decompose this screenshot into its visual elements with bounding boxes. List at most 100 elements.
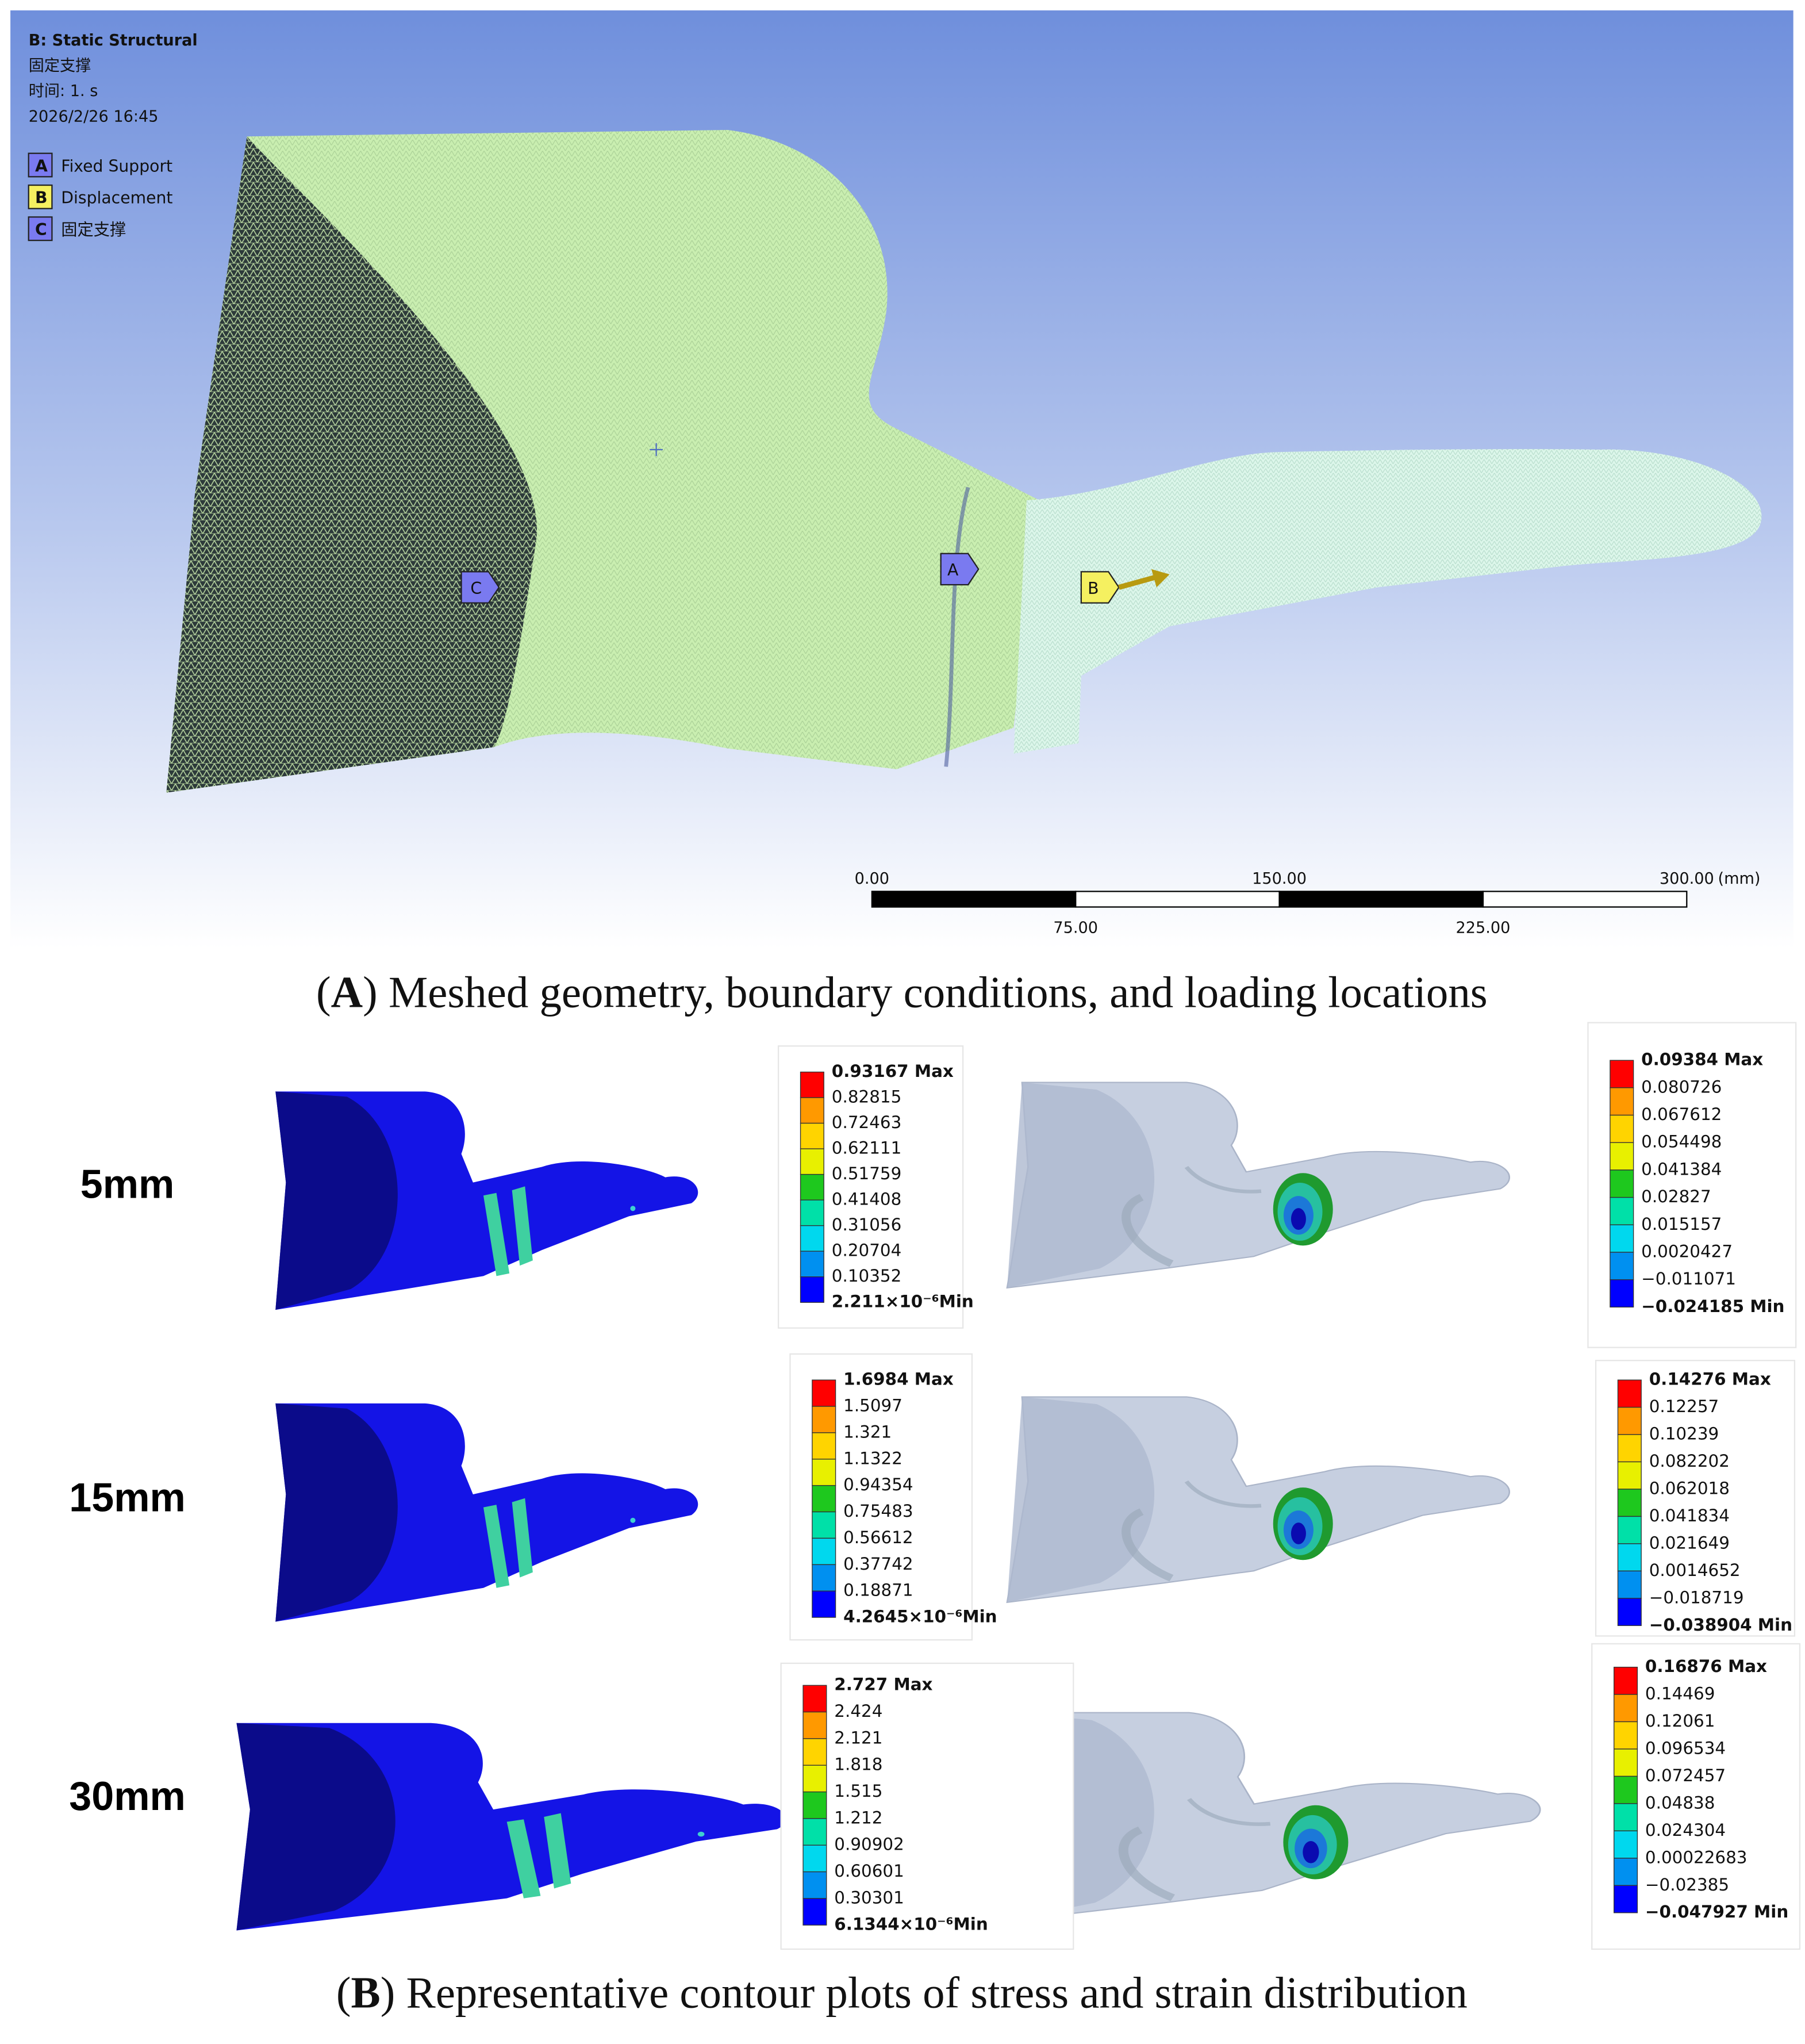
- legend-band: [800, 1097, 824, 1124]
- legend-value: 0.37742: [843, 1554, 913, 1574]
- legend-band: [800, 1251, 824, 1278]
- legend-band: [1617, 1570, 1642, 1599]
- scale-label: 0.00: [855, 870, 889, 888]
- legend-label: Displacement: [61, 189, 172, 208]
- legend-value: 0.054498: [1641, 1132, 1722, 1152]
- origin: [650, 443, 663, 457]
- legend-value: 0.04838: [1645, 1793, 1715, 1812]
- legend-band: [1610, 1169, 1634, 1198]
- legend-value: 0.072457: [1645, 1766, 1726, 1785]
- legend-band: [812, 1485, 836, 1513]
- legend-band: [1610, 1197, 1634, 1225]
- legend-value: 2.121: [834, 1728, 882, 1747]
- legend-value: −0.018719: [1649, 1587, 1744, 1607]
- legend-band: [1610, 1142, 1634, 1171]
- legend-value: 0.096534: [1645, 1738, 1726, 1758]
- legend-value: 1.818: [834, 1755, 882, 1774]
- row-label: 5mm: [80, 1162, 175, 1207]
- legend-band: [1614, 1775, 1638, 1804]
- legend-band: [800, 1174, 824, 1201]
- legend-band: [812, 1379, 836, 1407]
- legend-value: 0.024304: [1645, 1820, 1726, 1840]
- legend-band: [802, 1898, 827, 1926]
- legend-band: [800, 1225, 824, 1252]
- marker-shape: [1080, 571, 1120, 604]
- marker-shape: [940, 553, 980, 586]
- load-arrow: [1118, 574, 1158, 590]
- caption-part: A: [331, 968, 363, 1017]
- legend-label: Fixed Support: [61, 156, 172, 175]
- legend-band: [800, 1148, 824, 1175]
- legend-band: [1610, 1060, 1634, 1088]
- legend-band: [802, 1685, 827, 1713]
- legend-value: 1.5097: [843, 1396, 903, 1416]
- caption: (B) Representative contour plots of stre…: [336, 1969, 1468, 2018]
- legend-value: 0.41408: [832, 1190, 902, 1209]
- caption-part: (: [336, 1969, 351, 2018]
- legend-band: [802, 1711, 827, 1739]
- legend-value: 0.021649: [1649, 1533, 1730, 1552]
- legend-value: 0.56612: [843, 1528, 913, 1547]
- scale-segment: [1482, 891, 1688, 908]
- legend-value: 0.12061: [1645, 1711, 1715, 1731]
- legend-value: 0.12257: [1649, 1397, 1719, 1416]
- legend-value: 0.09384 Max: [1641, 1050, 1763, 1069]
- caption-part: B: [351, 1969, 380, 2018]
- marker-c: C: [460, 571, 500, 604]
- scale-segment: [871, 891, 1077, 908]
- stress-contour: [275, 1091, 698, 1310]
- caption-part: (: [316, 968, 331, 1017]
- scale-label: 150.00: [1252, 870, 1307, 888]
- legend-value: 0.60601: [834, 1861, 904, 1881]
- legend-band: [1614, 1694, 1638, 1723]
- legend-value: 0.82815: [832, 1087, 902, 1107]
- stress-contour: [275, 1403, 698, 1622]
- legend-value: 0.080726: [1641, 1077, 1722, 1096]
- header-line: 时间: 1. s: [29, 82, 98, 100]
- legend-value: 0.31056: [832, 1215, 902, 1234]
- legend-value: −0.047927 Min: [1645, 1902, 1788, 1922]
- legend-value: 0.015157: [1641, 1214, 1722, 1234]
- legend-value: 0.18871: [843, 1581, 913, 1600]
- legend-value: 1.321: [843, 1422, 892, 1441]
- caption-part: ) Representative contour plots of stress…: [381, 1969, 1468, 2018]
- legend-value: −0.024185 Min: [1641, 1297, 1784, 1316]
- legend-value: 1.1322: [843, 1448, 903, 1468]
- legend-value: 0.082202: [1649, 1451, 1730, 1471]
- legend-band: [1614, 1748, 1638, 1777]
- scale-label: 75.00: [1053, 919, 1098, 937]
- legend-band: [800, 1199, 824, 1226]
- legend-band: [812, 1564, 836, 1592]
- legend-value: 0.51759: [832, 1164, 902, 1183]
- legend-value: 1.212: [834, 1808, 882, 1827]
- marker-label: C: [470, 579, 482, 598]
- legend-value: 0.30301: [834, 1888, 904, 1907]
- legend-value: 0.00022683: [1645, 1847, 1748, 1867]
- header-line: B: Static Structural: [29, 32, 198, 49]
- legend-key: B: [35, 189, 48, 208]
- scale-segment: [1075, 891, 1280, 908]
- legend-value: 4.2645×10⁻⁶Min: [843, 1607, 997, 1627]
- legend-value: 0.20704: [832, 1241, 902, 1260]
- load-arrow-head: [1151, 569, 1170, 588]
- legend-key: A: [35, 156, 48, 175]
- legend-value: 1.6984 Max: [843, 1370, 954, 1389]
- legend-band: [1617, 1543, 1642, 1572]
- legend-band: [1610, 1279, 1634, 1308]
- legend-value: 0.75483: [843, 1501, 913, 1521]
- legend-value: 0.72463: [832, 1113, 902, 1132]
- marker-shape: [460, 571, 500, 604]
- legend-band: [1617, 1598, 1642, 1626]
- legend-band: [800, 1071, 824, 1098]
- legend-band: [1610, 1224, 1634, 1253]
- legend-band: [1614, 1885, 1638, 1913]
- marker-b: B: [1080, 569, 1170, 604]
- legend-value: 0.94354: [843, 1475, 913, 1494]
- legend-band: [802, 1738, 827, 1766]
- legend-band: [802, 1765, 827, 1793]
- legend-value: 0.10239: [1649, 1424, 1719, 1444]
- caption: (A) Meshed geometry, boundary conditions…: [316, 968, 1488, 1017]
- legend-band: [1614, 1721, 1638, 1750]
- legend-value: 0.16876 Max: [1645, 1656, 1767, 1676]
